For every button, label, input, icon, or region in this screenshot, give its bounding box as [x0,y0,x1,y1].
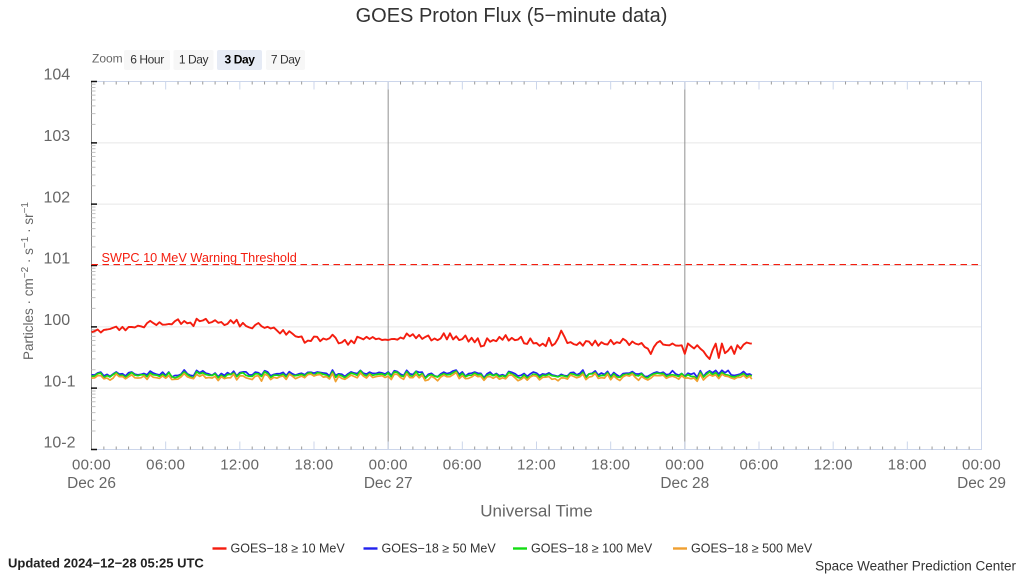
svg-text:GOES−18 ≥ 50 MeV: GOES−18 ≥ 50 MeV [382,542,497,556]
svg-text:Universal Time: Universal Time [480,502,592,521]
svg-text:10-2: 10-2 [44,435,76,452]
svg-text:Dec 26: Dec 26 [67,475,116,492]
svg-text:SWPC 10 MeV Warning Threshold: SWPC 10 MeV Warning Threshold [102,251,297,265]
svg-text:06:00: 06:00 [739,456,778,473]
svg-text:Particles · cm−2 · s−1 · sr−1: Particles · cm−2 · s−1 · sr−1 [20,202,36,360]
svg-text:12:00: 12:00 [220,456,259,473]
svg-text:100: 100 [44,312,71,329]
svg-text:101: 101 [44,251,71,268]
svg-text:GOES−18 ≥ 10 MeV: GOES−18 ≥ 10 MeV [231,542,346,556]
svg-text:00:00: 00:00 [665,456,704,473]
svg-text:Space Weather Prediction Cente: Space Weather Prediction Center [815,559,1016,574]
svg-text:GOES Proton Flux (5−minute dat: GOES Proton Flux (5−minute data) [356,5,668,27]
svg-text:12:00: 12:00 [517,456,556,473]
svg-text:12:00: 12:00 [814,456,853,473]
svg-text:18:00: 18:00 [888,456,927,473]
svg-text:Dec 27: Dec 27 [364,475,413,492]
svg-text:06:00: 06:00 [443,456,482,473]
svg-text:18:00: 18:00 [591,456,630,473]
svg-text:00:00: 00:00 [369,456,408,473]
svg-text:7 Day: 7 Day [271,52,301,66]
svg-text:00:00: 00:00 [962,456,1001,473]
svg-text:102: 102 [44,189,71,206]
svg-text:10-1: 10-1 [44,373,76,390]
svg-text:Dec 29: Dec 29 [957,475,1006,492]
svg-text:GOES−18 ≥ 500 MeV: GOES−18 ≥ 500 MeV [691,542,813,556]
svg-text:104: 104 [44,67,71,84]
svg-text:103: 103 [44,128,71,145]
svg-text:Updated 2024−12−28 05:25 UTC: Updated 2024−12−28 05:25 UTC [8,556,204,571]
svg-text:18:00: 18:00 [294,456,333,473]
svg-text:Zoom: Zoom [92,52,123,66]
svg-text:3 Day: 3 Day [224,52,255,66]
svg-text:6 Hour: 6 Hour [130,52,164,66]
svg-text:06:00: 06:00 [146,456,185,473]
svg-text:Dec 28: Dec 28 [660,475,709,492]
svg-text:00:00: 00:00 [72,456,111,473]
svg-text:1 Day: 1 Day [179,52,209,66]
svg-text:GOES−18 ≥ 100 MeV: GOES−18 ≥ 100 MeV [531,542,653,556]
